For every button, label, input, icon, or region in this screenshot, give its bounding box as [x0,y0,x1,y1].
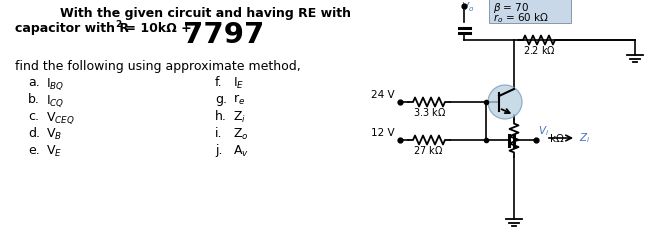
Text: V$_B$: V$_B$ [46,127,62,142]
Text: i.: i. [215,127,222,140]
Text: b.: b. [28,93,40,106]
Text: d.: d. [28,127,40,140]
Text: = 10kΩ +: = 10kΩ + [121,22,192,35]
Text: $\beta$ = 70: $\beta$ = 70 [493,1,530,15]
Text: I$_{CQ}$: I$_{CQ}$ [46,93,65,109]
Text: 27 k$\Omega$: 27 k$\Omega$ [413,144,443,156]
Text: 2: 2 [115,20,121,29]
Text: j.: j. [215,144,222,157]
FancyBboxPatch shape [489,0,571,23]
Text: 12 V: 12 V [372,128,395,138]
Text: c.: c. [28,110,39,123]
Text: $V_o$: $V_o$ [461,0,474,14]
Text: a.: a. [28,76,40,89]
Text: e.: e. [28,144,40,157]
Text: $Z_i$: $Z_i$ [579,131,590,145]
Text: $Z_o$: $Z_o$ [513,0,526,14]
Text: capacitor with R: capacitor with R [15,22,129,35]
Text: V$_{CEQ}$: V$_{CEQ}$ [46,110,75,126]
Text: Z$_i$: Z$_i$ [233,110,246,125]
Text: f.: f. [215,76,222,89]
Text: V$_E$: V$_E$ [46,144,62,159]
Text: 7797: 7797 [183,21,264,49]
Text: 2.2 k$\Omega$: 2.2 k$\Omega$ [523,44,556,56]
Text: A$_v$: A$_v$ [233,144,249,159]
Text: Z$_o$: Z$_o$ [233,127,249,142]
Text: k$\Omega$: k$\Omega$ [549,132,564,144]
Text: r$_e$: r$_e$ [233,93,245,107]
Text: $r_o$ = 60 k$\Omega$: $r_o$ = 60 k$\Omega$ [493,11,549,25]
Text: I$_{BQ}$: I$_{BQ}$ [46,76,65,92]
Circle shape [488,85,522,119]
Text: With the given circuit and having RE with: With the given circuit and having RE wit… [60,7,351,20]
Text: h.: h. [215,110,227,123]
Text: find the following using approximate method,: find the following using approximate met… [15,60,301,73]
Text: $V_i$: $V_i$ [538,124,549,138]
Text: g.: g. [215,93,227,106]
Text: I$_E$: I$_E$ [233,76,245,91]
Text: 3.3 k$\Omega$: 3.3 k$\Omega$ [413,106,446,118]
Text: 24 V: 24 V [372,90,395,100]
